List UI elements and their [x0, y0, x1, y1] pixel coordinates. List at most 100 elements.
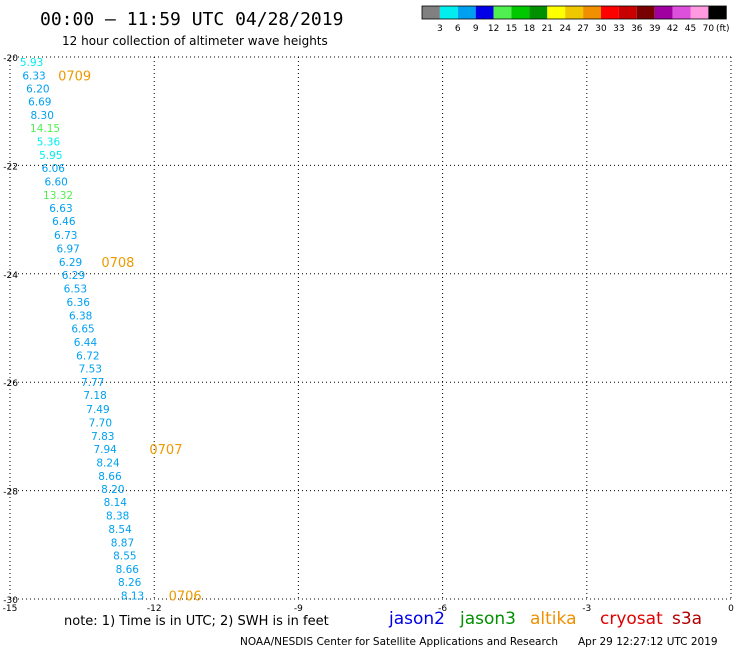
legend-label: 6: [455, 24, 461, 34]
legend-swatch: [672, 6, 691, 19]
legend-label: 70: [703, 24, 715, 34]
swh-value: 7.77: [81, 377, 104, 389]
legend-label: 24: [559, 24, 571, 34]
legend-swatch: [475, 6, 494, 19]
swh-value: 6.73: [54, 230, 77, 242]
legend-label: 3: [437, 24, 443, 34]
legend-swatch: [654, 6, 673, 19]
swh-value: 8.87: [111, 538, 134, 550]
swh-value: 5.93: [20, 57, 43, 69]
swh-value: 7.70: [89, 417, 112, 429]
legend-label: 30: [595, 24, 607, 34]
swh-value: 6.46: [52, 216, 76, 228]
swh-value: 7.18: [83, 390, 106, 402]
y-tick-label: -22: [3, 162, 18, 172]
x-tick-label: 0: [728, 604, 734, 614]
x-tick-label: -12: [147, 604, 162, 614]
legend-label: 42: [667, 24, 678, 34]
satellite-name: jason2: [388, 609, 445, 629]
footnote: note: 1) Time is in UTC; 2) SWH is in fe…: [64, 614, 329, 629]
swh-value: 6.63: [49, 203, 72, 215]
satellite-name: altika: [530, 609, 577, 629]
swh-value: 8.14: [104, 497, 128, 509]
satellite-legend: jason2 jason3 altika cryosat s3a: [388, 609, 702, 629]
legend-swatch: [529, 6, 548, 19]
swh-value: 6.20: [26, 83, 49, 95]
swh-value: 6.65: [71, 324, 94, 336]
y-tick-label: -28: [3, 488, 18, 498]
legend-label: 15: [506, 24, 517, 34]
swh-value: 6.29: [62, 270, 85, 282]
swh-value: 7.53: [79, 364, 102, 376]
legend-swatch: [708, 6, 727, 19]
legend-swatch: [618, 6, 637, 19]
legend-label: 9: [473, 24, 479, 34]
color-legend: 3 6 9 12 15 18 21 24 27 30 33 36 39 42 45 70 (ft): [421, 5, 730, 34]
swh-value: 6.53: [64, 283, 87, 295]
legend-label: 36: [631, 24, 643, 34]
legend-swatch: [422, 6, 440, 19]
swh-value: 8.55: [113, 551, 136, 563]
swh-value: 8.30: [31, 110, 54, 122]
footer: note: 1) Time is in UTC; 2) SWH is in fe…: [64, 609, 718, 648]
time-label: 0708: [101, 256, 134, 271]
legend-frame: [421, 5, 727, 20]
timestamp: Apr 29 12:27:12 UTC 2019: [578, 636, 718, 648]
swh-value: 6.33: [22, 70, 45, 82]
swh-value: 14.15: [30, 123, 60, 135]
y-tick-label: -20: [3, 54, 18, 64]
legend-swatch: [511, 6, 530, 19]
swh-value: 5.95: [39, 150, 62, 162]
swh-value: 6.44: [74, 337, 98, 349]
y-tick-label: -24: [3, 271, 18, 281]
legend-swatch: [636, 6, 655, 19]
swh-value: 8.26: [118, 577, 142, 589]
legend-label: 18: [524, 24, 536, 34]
swh-value: 6.72: [76, 351, 99, 363]
legend-label: 12: [488, 24, 499, 34]
swh-value: 8.20: [101, 484, 124, 496]
time-label: 0707: [149, 443, 182, 458]
time-label: 0706: [169, 590, 202, 605]
swh-value: 6.06: [42, 163, 66, 175]
y-tick-label: -26: [3, 379, 18, 389]
x-tick-label: -3: [582, 604, 591, 614]
legend-swatch: [601, 6, 619, 19]
swh-value: 7.94: [93, 444, 117, 456]
legend-unit: (ft): [716, 24, 730, 34]
swh-value: 8.66: [98, 471, 122, 483]
x-tick-label: -6: [438, 604, 447, 614]
swh-value: 6.69: [28, 96, 51, 108]
swh-value: 8.66: [116, 564, 140, 576]
legend-swatch: [565, 6, 584, 19]
swh-value: 6.60: [44, 177, 67, 189]
legend-label: 39: [649, 24, 661, 34]
legend-swatch: [690, 6, 709, 19]
legend-label: 27: [577, 24, 588, 34]
legend-swatch: [493, 6, 512, 19]
x-tick-label: -15: [3, 604, 18, 614]
chart-subtitle: 12 hour collection of altimeter wave hei…: [62, 34, 328, 48]
swh-value: 6.36: [67, 297, 91, 309]
legend-label: 21: [542, 24, 553, 34]
swh-value: 6.29: [59, 257, 82, 269]
satellite-name: s3a: [672, 609, 702, 629]
x-tick-label: -9: [294, 604, 303, 614]
legend-label: 33: [613, 24, 624, 34]
plot-area: -15 -12 -9 -6 -3 0-20-22-24-26-28-305.936.336…: [3, 54, 734, 614]
swh-value: 8.13: [121, 591, 144, 603]
swh-value: 8.24: [96, 457, 120, 469]
legend-swatch: [457, 6, 476, 19]
legend-swatch: [583, 6, 601, 19]
credit-text: NOAA/NESDIS Center for Satellite Applica…: [240, 636, 558, 648]
satellite-name: jason3: [459, 609, 516, 629]
legend-swatch: [439, 6, 458, 19]
swh-value: 6.97: [56, 243, 79, 255]
legend-swatch: [547, 6, 566, 19]
time-label: 0709: [58, 69, 91, 84]
swh-value: 8.54: [108, 524, 132, 536]
swh-value: 5.36: [37, 137, 61, 149]
chart-title: 00:00 – 11:59 UTC 04/28/2019: [40, 9, 343, 30]
swh-value: 7.83: [91, 431, 114, 443]
